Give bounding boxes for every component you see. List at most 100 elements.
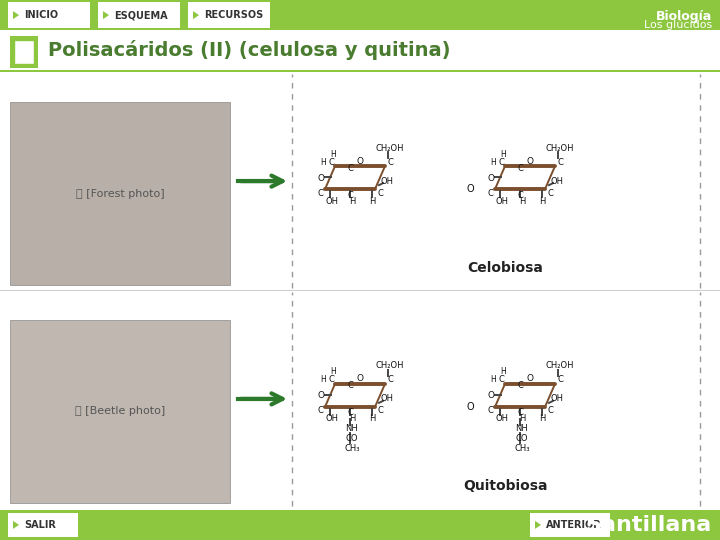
Text: CH₂OH: CH₂OH: [376, 361, 404, 370]
Bar: [0, 510, 720, 540]
Text: C: C: [487, 188, 493, 198]
Text: C: C: [347, 164, 353, 173]
Text: CO: CO: [516, 434, 528, 443]
Text: CH₃: CH₃: [344, 444, 360, 454]
Text: OH: OH: [551, 394, 564, 403]
Text: Santillana: Santillana: [586, 515, 712, 535]
Text: C: C: [317, 407, 323, 415]
Polygon shape: [193, 11, 199, 19]
Bar: [8, 513, 78, 537]
Text: NH: NH: [516, 424, 528, 434]
Text: C: C: [347, 191, 353, 200]
Text: C: C: [347, 408, 353, 417]
Text: C: C: [557, 158, 563, 167]
Text: 🌲 [Forest photo]: 🌲 [Forest photo]: [76, 188, 164, 199]
Bar: [0, 70, 720, 72]
Text: H: H: [320, 158, 326, 167]
Text: C: C: [387, 375, 393, 384]
Text: H: H: [539, 414, 545, 423]
Bar: [0, 30, 720, 72]
Text: O: O: [526, 374, 534, 383]
Text: C: C: [377, 407, 383, 415]
Text: H: H: [330, 150, 336, 159]
Text: O: O: [466, 184, 474, 194]
Bar: [188, 2, 270, 28]
Text: CO: CO: [346, 434, 359, 443]
Text: SALIR: SALIR: [24, 520, 56, 530]
Text: Celobiosa: Celobiosa: [467, 261, 543, 275]
Text: O: O: [487, 174, 495, 183]
Text: H: H: [320, 375, 326, 384]
Polygon shape: [535, 521, 541, 529]
Polygon shape: [13, 11, 19, 19]
Text: C: C: [498, 158, 504, 167]
Text: CH₂OH: CH₂OH: [546, 361, 575, 370]
Text: H: H: [500, 367, 506, 376]
Bar: [8, 2, 90, 28]
Polygon shape: [13, 521, 19, 529]
Text: OH: OH: [325, 197, 338, 206]
Text: OH: OH: [551, 177, 564, 186]
Bar: [0, 290, 720, 291]
Text: H: H: [519, 197, 525, 206]
Text: O: O: [318, 174, 325, 183]
Text: OH: OH: [325, 414, 338, 423]
Text: O: O: [466, 402, 474, 412]
Text: C: C: [557, 375, 563, 384]
Text: OH: OH: [380, 177, 394, 186]
Text: Polisacáridos (II) (celulosa y quitina): Polisacáridos (II) (celulosa y quitina): [48, 40, 451, 60]
Text: H: H: [348, 414, 355, 423]
Text: H: H: [519, 414, 525, 423]
Bar: [0, 0, 720, 30]
Text: ANTERIOR: ANTERIOR: [546, 520, 602, 530]
Text: C: C: [517, 164, 523, 173]
Text: O: O: [526, 157, 534, 166]
Text: INICIO: INICIO: [24, 10, 58, 20]
Text: ESQUEMA: ESQUEMA: [114, 10, 168, 20]
Text: C: C: [328, 375, 334, 384]
Polygon shape: [103, 11, 109, 19]
Text: OH: OH: [495, 197, 508, 206]
Bar: [0, 30, 720, 510]
Text: O: O: [487, 392, 495, 400]
Bar: [530, 513, 610, 537]
Bar: [10, 102, 230, 285]
Text: C: C: [517, 191, 523, 200]
Text: H: H: [500, 150, 506, 159]
Text: C: C: [547, 407, 553, 415]
Text: C: C: [517, 381, 523, 390]
Text: H: H: [490, 158, 496, 167]
Text: C: C: [547, 188, 553, 198]
Bar: [10, 320, 230, 503]
Text: OH: OH: [495, 414, 508, 423]
Text: C: C: [517, 408, 523, 417]
Text: H: H: [490, 375, 496, 384]
Text: OH: OH: [380, 394, 394, 403]
Text: NH: NH: [346, 424, 359, 434]
Text: C: C: [317, 188, 323, 198]
Text: O: O: [318, 392, 325, 400]
Text: Quitobiosa: Quitobiosa: [463, 479, 547, 493]
Bar: [10, 36, 38, 68]
Bar: [98, 2, 180, 28]
Text: CH₃: CH₃: [514, 444, 530, 454]
Text: H: H: [539, 197, 545, 206]
Text: H: H: [348, 197, 355, 206]
Text: C: C: [347, 381, 353, 390]
Text: Los glúcidos: Los glúcidos: [644, 20, 712, 30]
Text: RECURSOS: RECURSOS: [204, 10, 264, 20]
Text: C: C: [387, 158, 393, 167]
Bar: [14, 40, 34, 64]
Text: Biología: Biología: [656, 10, 712, 23]
Text: O: O: [356, 374, 364, 383]
Text: CH₂OH: CH₂OH: [376, 144, 404, 153]
Text: CH₂OH: CH₂OH: [546, 144, 575, 153]
Text: C: C: [377, 188, 383, 198]
Text: C: C: [487, 407, 493, 415]
Text: H: H: [330, 367, 336, 376]
Text: 🪲 [Beetle photo]: 🪲 [Beetle photo]: [75, 407, 165, 416]
Text: H: H: [369, 414, 375, 423]
Text: O: O: [356, 157, 364, 166]
Text: H: H: [369, 197, 375, 206]
Text: C: C: [498, 375, 504, 384]
